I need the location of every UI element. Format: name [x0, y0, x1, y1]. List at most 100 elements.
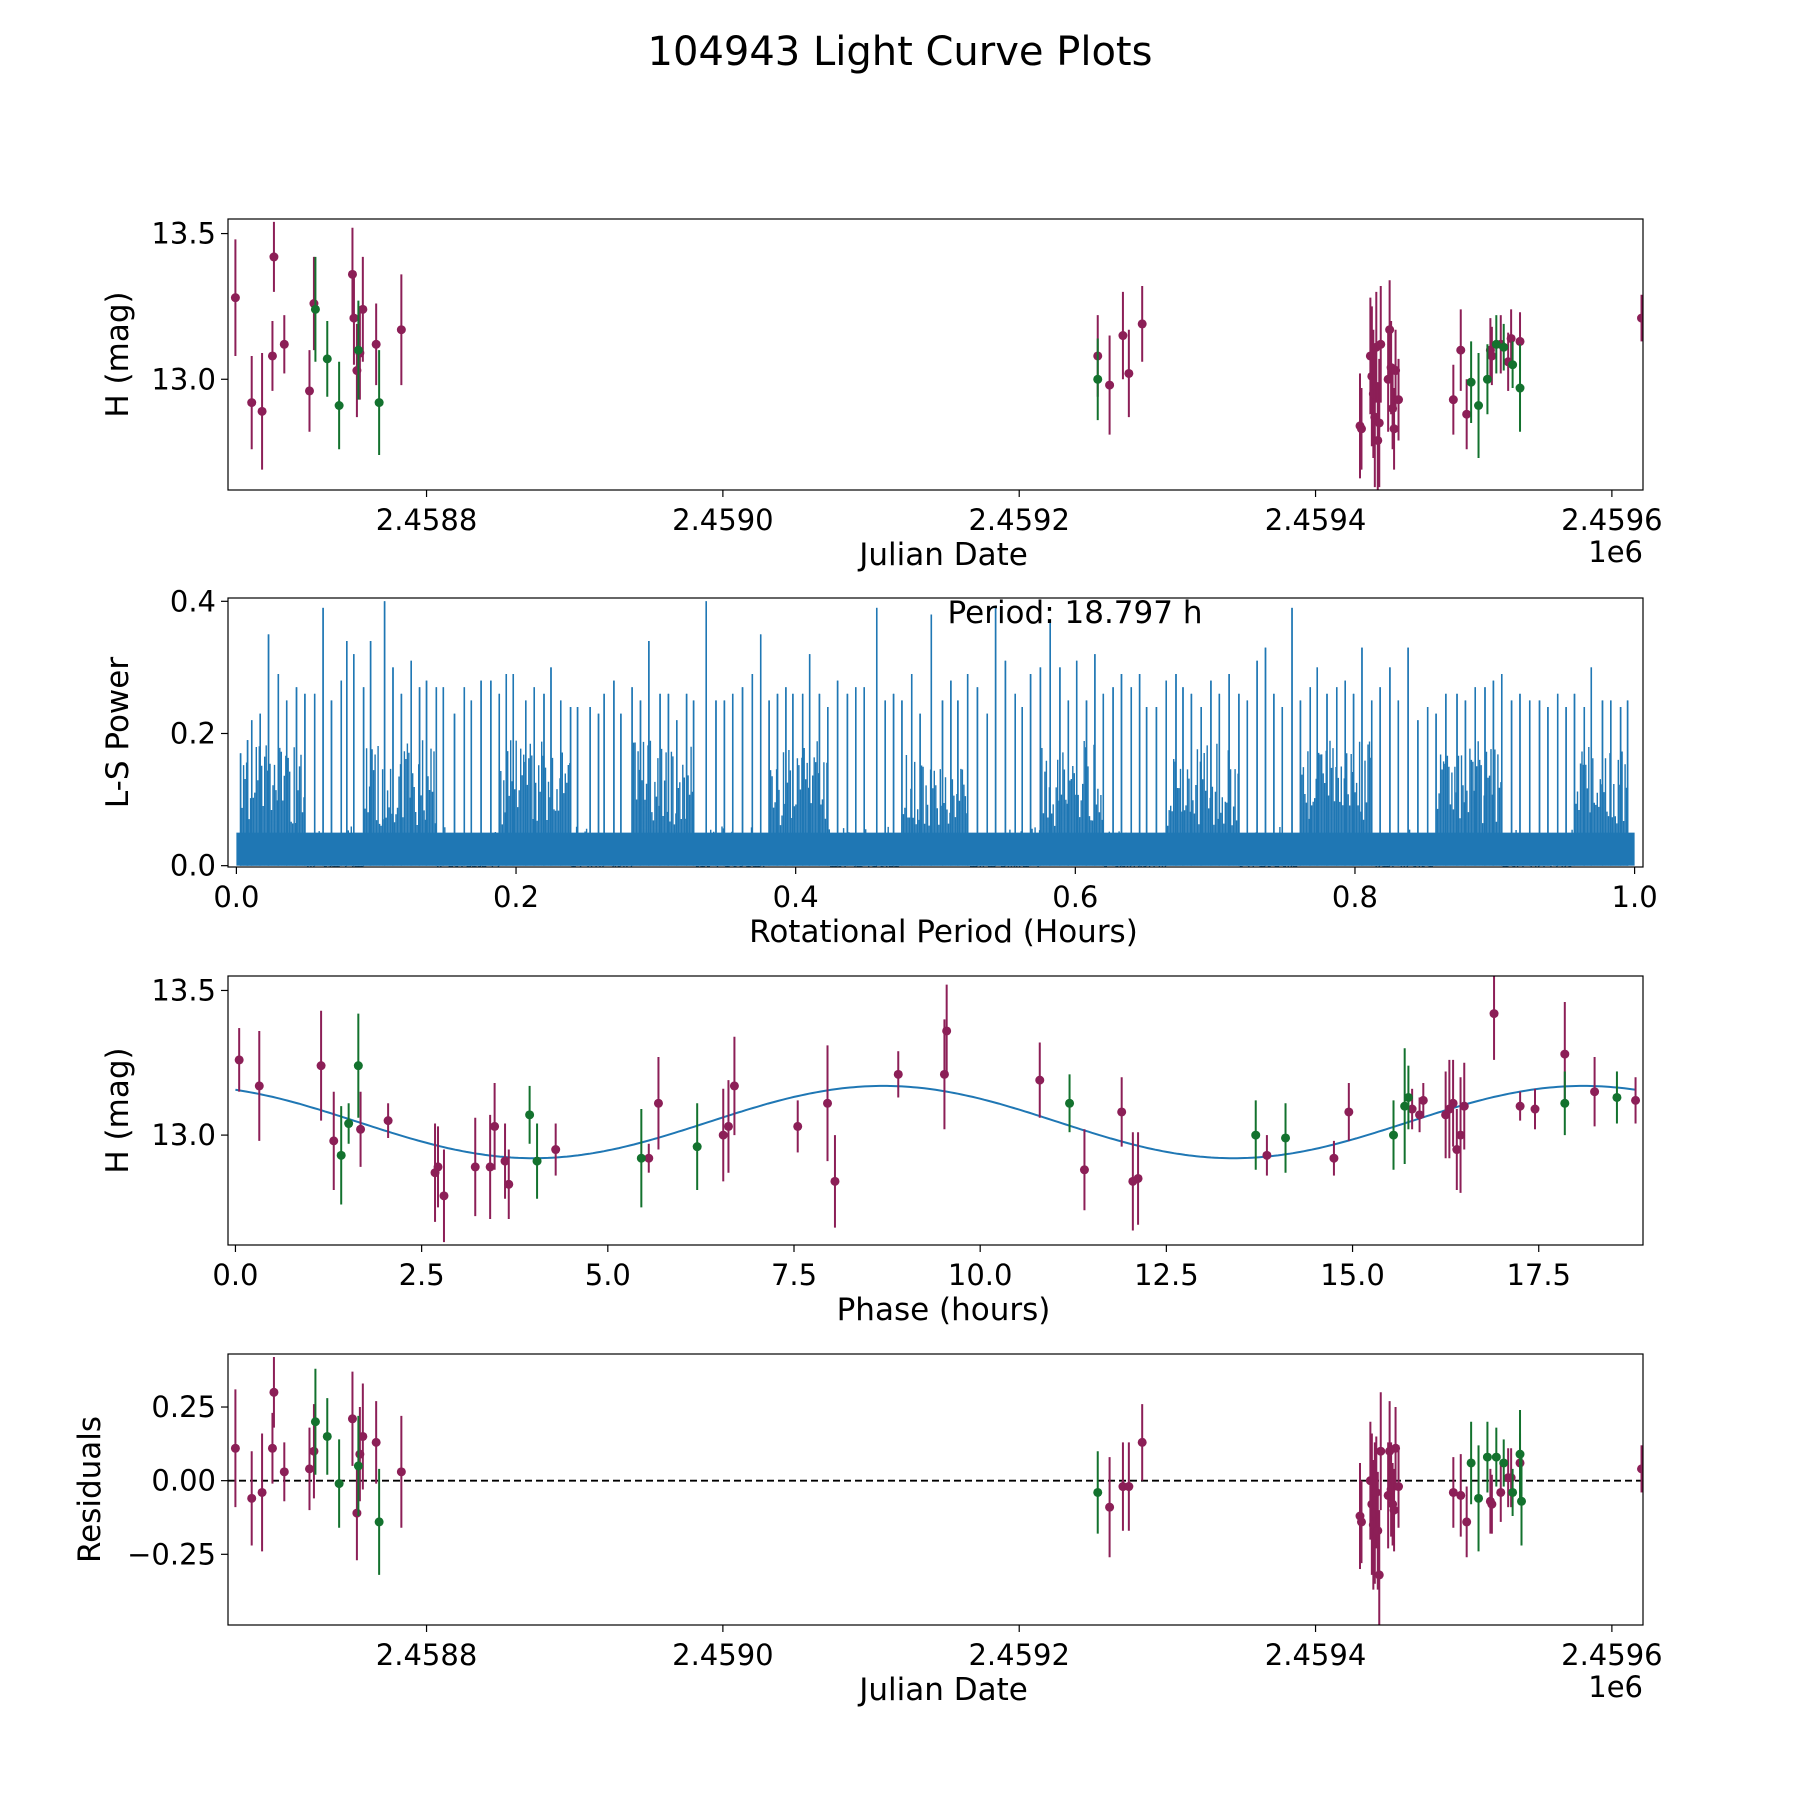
phase-magenta-point-31	[1262, 1150, 1272, 1160]
lightcurve-green-point-12	[1515, 383, 1525, 393]
phase-xtick-label-1: 2.5	[399, 1258, 445, 1292]
lightcurve-magenta-point-31	[1385, 325, 1395, 335]
phase-xlabel: Phase (hours)	[837, 1292, 1051, 1328]
lightcurve-xtick-label-2: 2.4592	[968, 503, 1069, 537]
lightcurve-chart: 2.4588 2.4590 2.4592 2.4594 2.4596 13.0 13.5 Ju…	[100, 217, 1663, 573]
phase-xtick-label-7: 17.5	[1506, 1258, 1571, 1292]
phase-magenta-point-22	[830, 1176, 840, 1186]
phase-green-point-7	[1065, 1098, 1075, 1108]
residuals-ylabel: Residuals	[72, 1416, 108, 1563]
phase-magenta-point-14	[551, 1145, 561, 1155]
phase-magenta-point-45	[1530, 1104, 1540, 1114]
phase-magenta-point-26	[1035, 1075, 1045, 1085]
periodogram-xtick-label-5: 1.0	[1612, 880, 1658, 914]
residuals-green-point-13	[1517, 1496, 1527, 1506]
residuals-magenta-point-0	[230, 1443, 240, 1453]
residuals-ytick-label-1: 0.00	[151, 1464, 216, 1498]
phase-magenta-point-27	[1079, 1165, 1089, 1175]
lightcurve-magenta-point-1	[247, 398, 257, 408]
phase-xtick-label-0: 0.0	[212, 1258, 258, 1292]
lightcurve-magenta-point-9	[349, 313, 359, 323]
periodogram-xtick-label-3: 0.6	[1052, 880, 1098, 914]
phase-xtick-label-3: 7.5	[771, 1258, 817, 1292]
lightcurve-ylabel: H (mag)	[100, 291, 136, 417]
phase-magenta-point-19	[729, 1081, 739, 1091]
periodogram-xtick-label-0: 0.0	[213, 880, 259, 914]
lightcurve-xlabel: Julian Date	[857, 537, 1028, 573]
residuals-axes-frame	[227, 1353, 1644, 1626]
phase-magenta-point-12	[500, 1156, 510, 1166]
lightcurve-magenta-point-38	[1456, 345, 1466, 355]
phase-xtick-label-2: 5.0	[585, 1258, 631, 1292]
residuals-magenta-point-13	[396, 1467, 406, 1477]
lightcurve-magenta-point-18	[1124, 368, 1134, 378]
lightcurve-xtick-label-1: 2.4590	[672, 503, 773, 537]
residuals-green-point-11	[1508, 1487, 1518, 1497]
phase-magenta-point-30	[1133, 1173, 1143, 1183]
residuals-magenta-point-5	[279, 1467, 289, 1477]
residuals-magenta-point-25	[1373, 1526, 1383, 1536]
lightcurve-magenta-point-19	[1137, 319, 1147, 329]
periodogram-ytick-label-0: 0.0	[170, 849, 216, 883]
residuals-green-point-7	[1474, 1493, 1484, 1503]
power-floor-band	[236, 832, 1635, 866]
residuals-magenta-point-16	[1124, 1482, 1134, 1492]
lightcurve-magenta-point-0	[230, 293, 240, 303]
phase-green-point-9	[1281, 1133, 1291, 1143]
residuals-xtick-label-3: 2.4594	[1265, 1638, 1366, 1672]
residuals-magenta-point-32	[1389, 1505, 1399, 1515]
phase-magenta-point-39	[1448, 1098, 1458, 1108]
residuals-magenta-point-26	[1374, 1570, 1384, 1580]
phase-xtick-label-6: 15.0	[1320, 1258, 1385, 1292]
residuals-green-point-9	[1491, 1452, 1501, 1462]
phase-magenta-point-9	[470, 1162, 480, 1172]
phase-green-point-10	[1389, 1130, 1399, 1140]
phase-green-point-3	[525, 1110, 535, 1120]
phase-green-point-1	[344, 1119, 354, 1129]
residuals-magenta-point-34	[1394, 1482, 1404, 1492]
periodogram-xtick-label-1: 0.2	[493, 880, 539, 914]
phase-green-point-5	[636, 1153, 646, 1163]
residuals-green-point-10	[1499, 1458, 1509, 1468]
period-annotation: Period: 18.797 h	[948, 595, 1203, 631]
residuals-magenta-point-19	[1356, 1517, 1366, 1527]
residuals-plot-area	[228, 1356, 1643, 1625]
phase-magenta-point-5	[383, 1116, 393, 1126]
lightcurve-magenta-point-45	[1515, 336, 1525, 346]
residuals-xtick-label-2: 2.4592	[968, 1638, 1069, 1672]
lightcurve-magenta-point-13	[371, 339, 381, 349]
figure-title: 104943 Light Curve Plots	[648, 29, 1153, 75]
lightcurve-green-point-8	[1482, 374, 1492, 384]
phase-magenta-point-34	[1407, 1104, 1417, 1114]
lightcurve-magenta-point-27	[1373, 435, 1383, 445]
residuals-magenta-point-17	[1137, 1437, 1147, 1447]
lightcurve-xtick-label-4: 2.4596	[1561, 503, 1662, 537]
phase-magenta-point-47	[1590, 1087, 1600, 1097]
phase-xtick-label-5: 12.5	[1134, 1258, 1199, 1292]
phase-magenta-point-41	[1456, 1130, 1466, 1140]
phase-ytick-label-1: 13.5	[151, 973, 216, 1007]
periodogram-xlabel: Rotational Period (Hours)	[749, 914, 1138, 950]
phase-magenta-point-1	[254, 1081, 264, 1091]
lightcurve-green-point-9	[1491, 339, 1501, 349]
residuals-magenta-point-4	[269, 1387, 279, 1397]
residuals-magenta-point-11	[358, 1431, 368, 1441]
lightcurve-xtick-label-0: 2.4588	[376, 503, 477, 537]
phase-green-point-8	[1251, 1130, 1261, 1140]
phase-magenta-point-2	[316, 1061, 326, 1071]
residuals-offset-label: 1e6	[1588, 1670, 1643, 1704]
residuals-green-point-2	[334, 1479, 344, 1489]
lightcurve-xtick-label-3: 2.4594	[1265, 503, 1366, 537]
lightcurve-magenta-point-44	[1506, 333, 1516, 343]
phase-magenta-point-0	[234, 1055, 244, 1065]
periodogram-axes-frame	[227, 597, 1644, 868]
phase-ylabel: H (mag)	[100, 1047, 136, 1173]
phase-magenta-point-17	[718, 1130, 728, 1140]
sinusoidal-fit-line	[235, 1084, 1636, 1160]
residuals-green-point-1	[322, 1431, 332, 1441]
residuals-ytick-label-0: −0.25	[127, 1537, 216, 1571]
phase-magenta-point-8	[439, 1191, 449, 1201]
phase-magenta-point-43	[1489, 1009, 1499, 1019]
residuals-magenta-point-6	[304, 1464, 314, 1474]
